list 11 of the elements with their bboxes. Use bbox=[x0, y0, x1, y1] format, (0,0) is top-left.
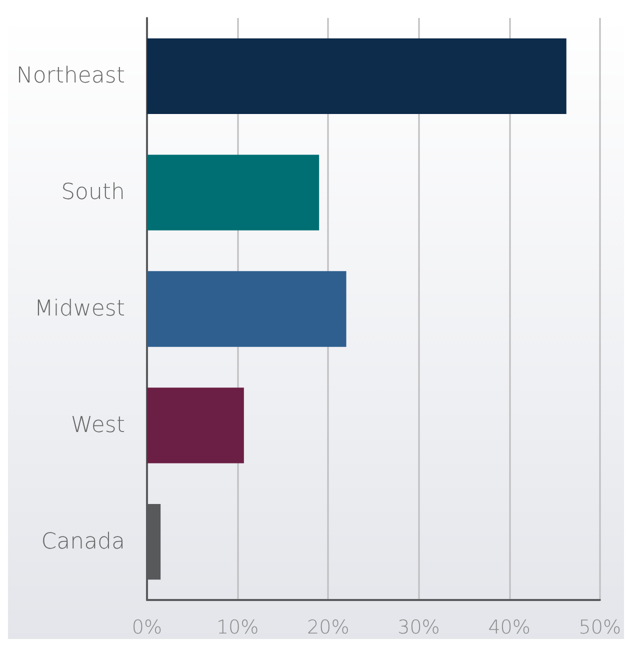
y-tick-label: Canada bbox=[41, 529, 125, 554]
x-tick-label: 20% bbox=[307, 616, 350, 638]
y-tick-label: Midwest bbox=[34, 296, 125, 322]
x-tick-label: 0% bbox=[132, 616, 162, 638]
y-tick-label: West bbox=[70, 412, 125, 438]
x-tick-label: 40% bbox=[488, 616, 530, 638]
x-tick-label: 10% bbox=[216, 616, 259, 638]
x-tick-label: 50% bbox=[578, 616, 621, 638]
x-tick-label: 30% bbox=[398, 616, 440, 638]
y-tick-label: Northeast bbox=[16, 64, 125, 89]
y-tick-label: South bbox=[61, 180, 125, 206]
